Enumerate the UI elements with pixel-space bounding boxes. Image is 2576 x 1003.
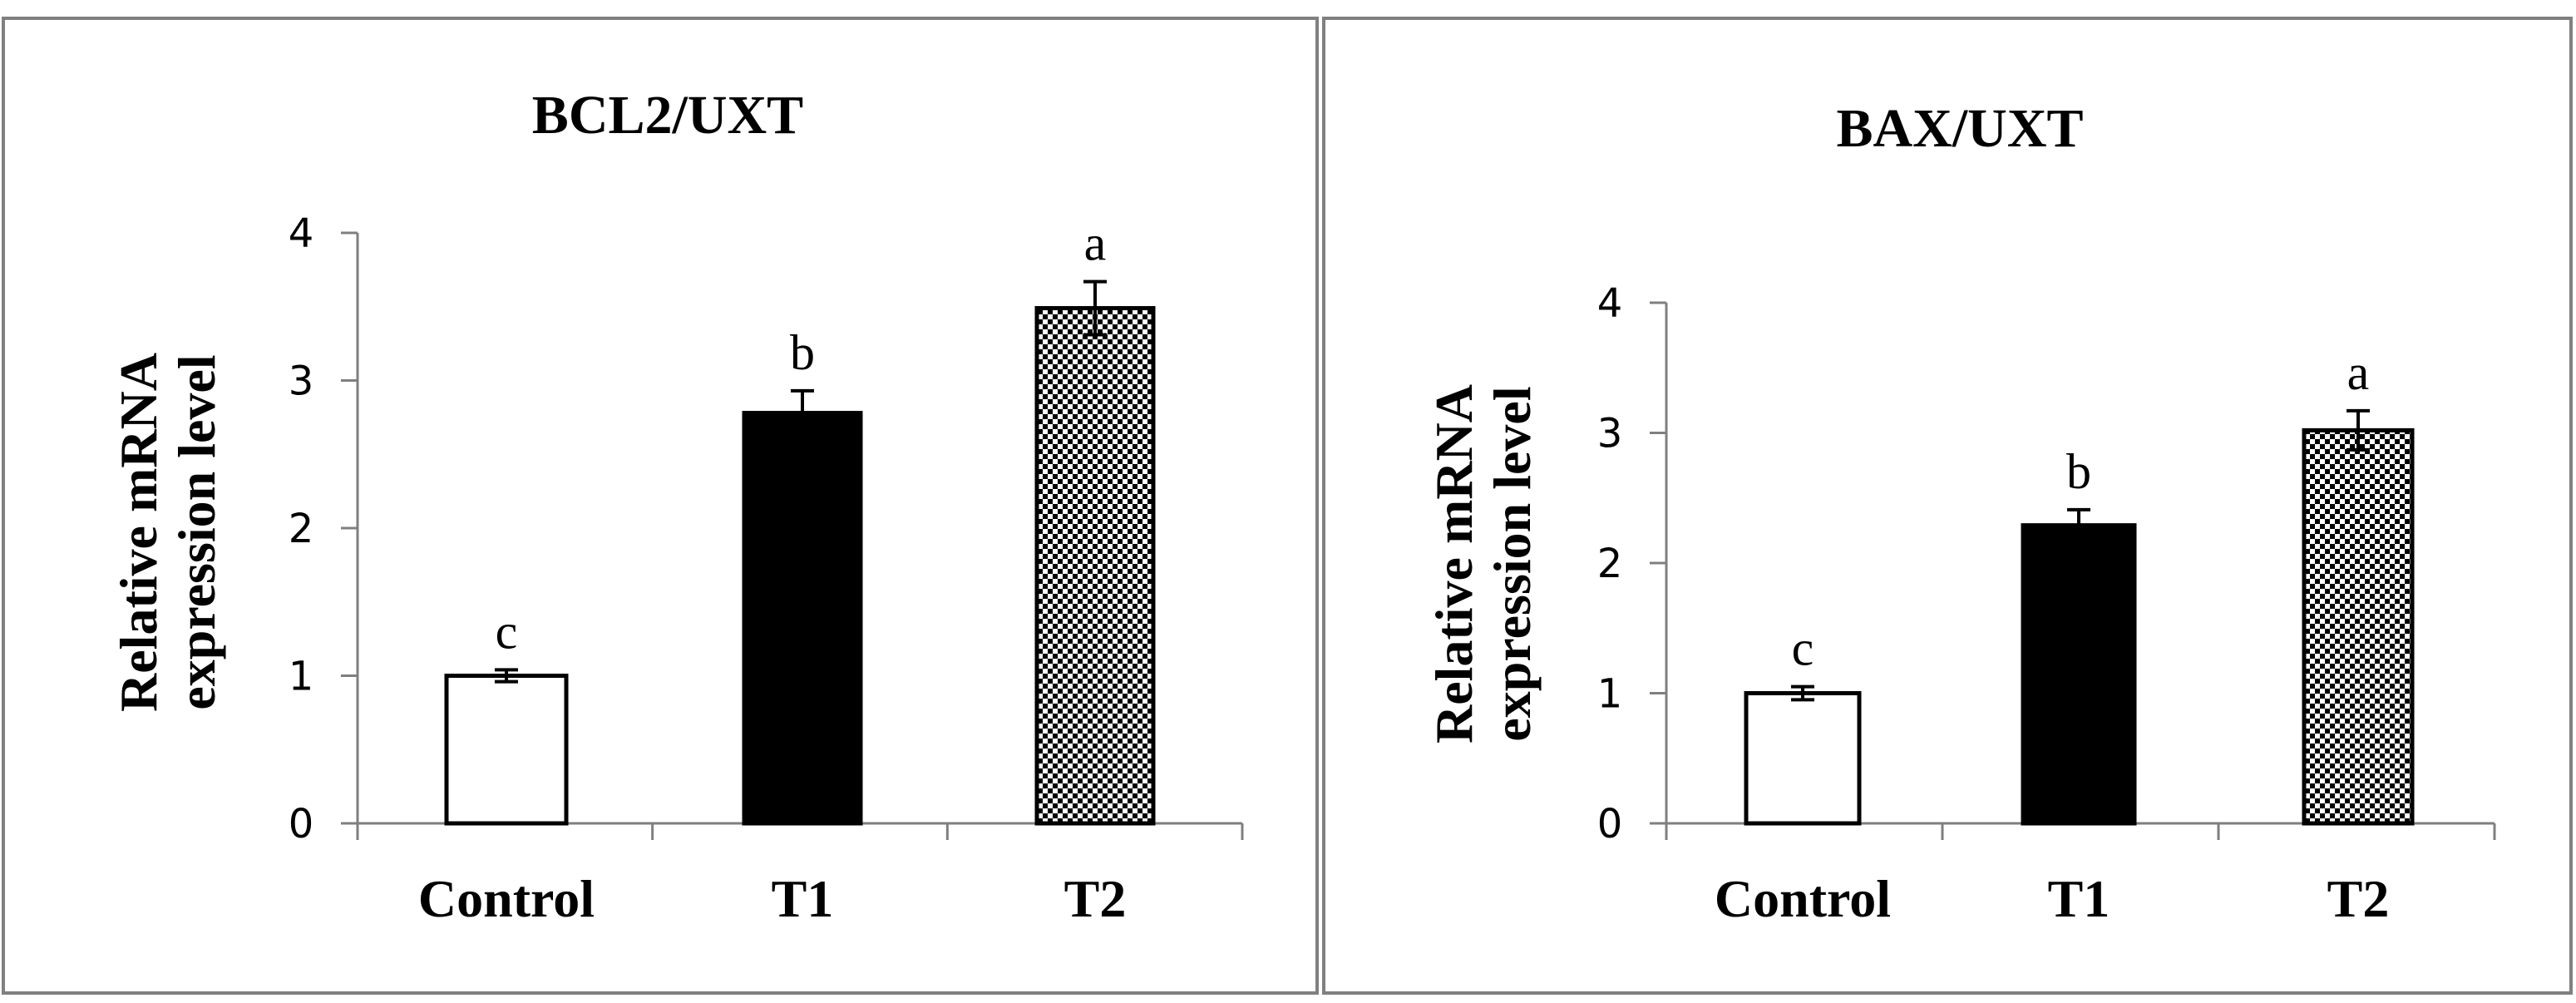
- y-tick-label: 3: [289, 358, 314, 405]
- chart-panel-bcl2: BCL2/UXT Relative mRNA expression level …: [2, 17, 1319, 995]
- significance-label-t2: a: [2347, 345, 2370, 400]
- y-tick-label: 4: [1597, 280, 1623, 327]
- y-axis-label-line-2: expression level: [167, 354, 226, 709]
- bar-t1: [742, 411, 863, 826]
- x-tick-label-t1: T1: [2048, 869, 2110, 928]
- significance-label-t1: b: [790, 325, 815, 380]
- y-axis-label-line-1: Relative mRNA: [1424, 384, 1483, 744]
- bar-t2: [2302, 427, 2415, 826]
- plot-area: 0 1 2 3 4 c Control b T1 a T2: [1597, 280, 2496, 928]
- significance-label-t1: b: [2066, 444, 2091, 499]
- x-tick-label-t2: T2: [2327, 869, 2390, 928]
- chart-title: BCL2/UXT: [532, 85, 803, 146]
- x-tick-label-control: Control: [418, 869, 595, 928]
- significance-label-control: c: [496, 604, 518, 659]
- x-tick-label-t1: T1: [772, 869, 834, 928]
- plot-area: 0 1 2 3 4 c Control b T1 a T2: [289, 210, 1244, 928]
- y-tick-label: 0: [1597, 801, 1623, 847]
- bar-t2: [1034, 306, 1156, 826]
- bar-t1: [2021, 523, 2137, 826]
- y-tick-label: 2: [1597, 541, 1623, 587]
- y-tick-label: 2: [289, 506, 314, 552]
- y-tick-label: 3: [1597, 411, 1623, 457]
- significance-label-control: c: [1792, 621, 1814, 676]
- bar-control: [444, 674, 569, 826]
- chart-title: BAX/UXT: [1836, 98, 2083, 159]
- chart-panel-bax: BAX/UXT Relative mRNA expression level 0…: [1322, 17, 2573, 995]
- y-tick-label: 4: [289, 210, 314, 257]
- y-axis-label-line-1: Relative mRNA: [109, 353, 168, 712]
- bar-control: [1744, 691, 1862, 826]
- y-axis-label-line-2: expression level: [1483, 386, 1542, 741]
- y-tick-label: 0: [289, 801, 314, 847]
- significance-label-t2: a: [1084, 216, 1107, 271]
- x-tick-label-t2: T2: [1064, 869, 1127, 928]
- y-tick-label: 1: [289, 654, 314, 700]
- x-tick-label-control: Control: [1715, 869, 1891, 928]
- y-tick-label: 1: [1597, 671, 1623, 718]
